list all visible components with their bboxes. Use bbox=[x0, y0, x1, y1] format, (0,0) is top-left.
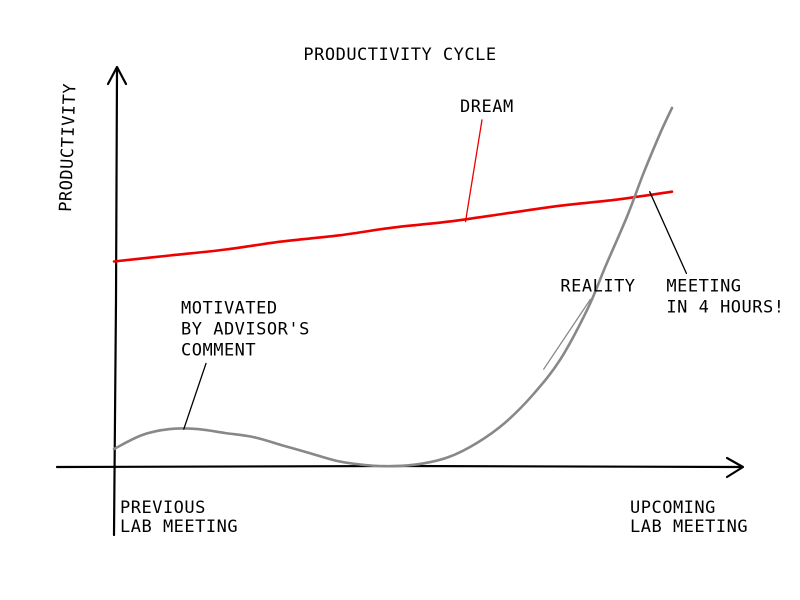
series-layer bbox=[112, 106, 674, 468]
x-axis-arrow-head bbox=[725, 456, 745, 479]
y-axis-label: PRODUCTIVITY bbox=[56, 83, 80, 212]
series-line-reality bbox=[112, 106, 674, 468]
annotation-meeting-leader bbox=[649, 191, 688, 275]
x-end-label-line-1: UPCOMING bbox=[630, 498, 716, 518]
chart-title: PRODUCTIVITY CYCLE bbox=[303, 45, 496, 65]
annotation-dream-line-1: DREAM bbox=[460, 97, 514, 117]
annotation-motivated-line-3: COMMENT bbox=[181, 340, 256, 360]
annotation-motivated-line-2: BY ADVISOR'S bbox=[181, 319, 310, 339]
annotation-dream-leader bbox=[464, 119, 483, 223]
y-axis-arrow-head bbox=[106, 65, 128, 86]
x-end-label-line-2: LAB MEETING bbox=[630, 517, 748, 537]
annotation-meeting-line-1: MEETING bbox=[666, 276, 741, 296]
annotation-reality-line-1: REALITY bbox=[560, 276, 635, 296]
x-start-label-line-1: PREVIOUS bbox=[120, 498, 206, 518]
annotation-meeting-line-2: IN 4 HOURS! bbox=[666, 297, 784, 317]
series-line-dream bbox=[112, 190, 674, 263]
x-start-label-line-2: LAB MEETING bbox=[120, 517, 238, 537]
annotation-reality-leader bbox=[543, 298, 592, 370]
y-axis bbox=[112, 68, 119, 537]
annotation-motivated-leader bbox=[183, 362, 207, 430]
annotation-motivated-line-1: MOTIVATED bbox=[181, 298, 278, 318]
